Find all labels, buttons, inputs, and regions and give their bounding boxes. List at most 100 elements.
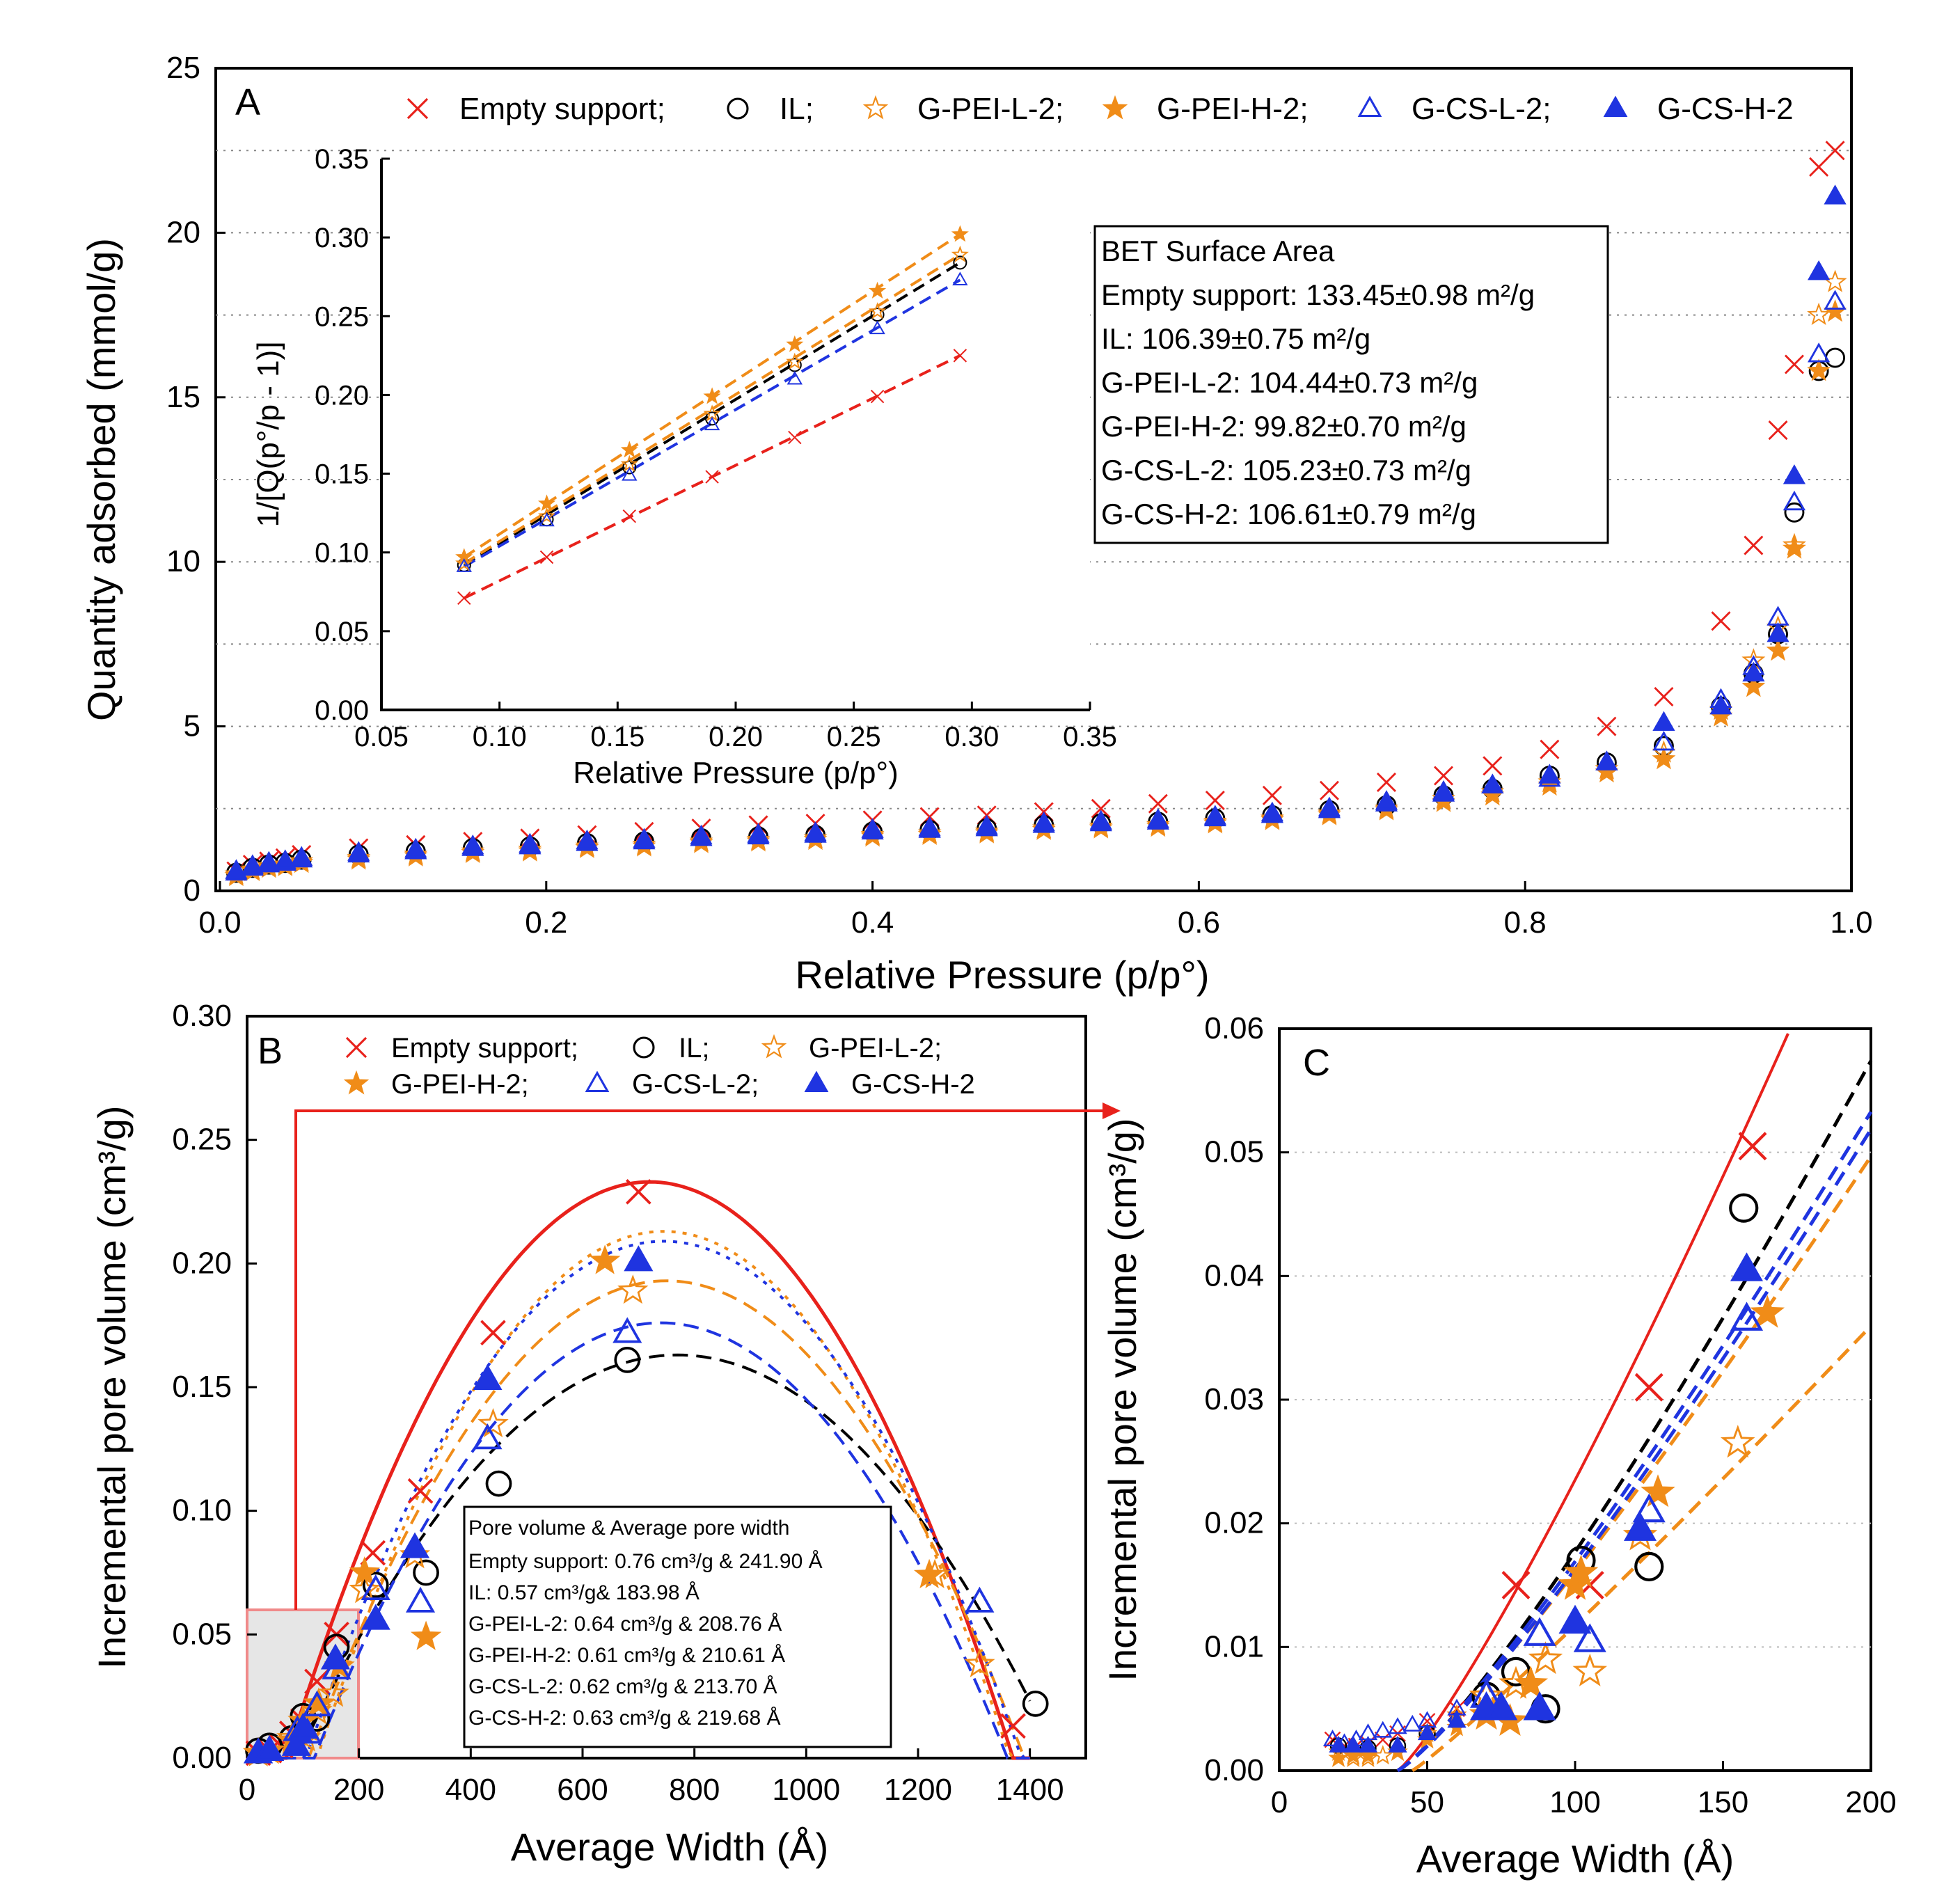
empty-support-marker: [1091, 798, 1111, 819]
y-tick-label: 0.25: [172, 1123, 232, 1157]
legend-label: G-CS-H-2: [1657, 92, 1794, 126]
bet-info-line: G-PEI-H-2: 99.82±0.70 m²/g: [1101, 410, 1467, 443]
panel-b: B 0.00 0.05 0.10 0.15 0.20 0.25 0.30 0 200 400 60…: [90, 999, 1121, 1869]
x-tick-label: 1200: [884, 1773, 952, 1807]
g-cs-h-2-marker: [347, 841, 370, 861]
g-cs-h-2-marker: [918, 816, 941, 837]
g-cs-h-2-marker: [1783, 464, 1806, 484]
y-tick-label: 0.15: [315, 459, 369, 490]
fit-curve: [280, 1180, 1030, 1760]
g-cs-h-2-marker: [861, 818, 884, 838]
g-cs-l-2-marker: [456, 558, 472, 572]
empty-support-marker: [705, 470, 719, 484]
g-pei-l-2-marker: [1720, 1425, 1755, 1458]
il-marker: [1022, 1690, 1049, 1717]
pore-info-box: [463, 1505, 892, 1748]
panel-c-y-ticks: 0.00 0.01 0.02 0.03 0.04 0.05 0.06: [1204, 1011, 1289, 1787]
x-tick-label: 600: [557, 1773, 608, 1807]
legend-label: G-CS-H-2: [851, 1069, 975, 1100]
g-cs-l-2-marker: [787, 370, 803, 385]
g-pei-h-2-marker: [786, 335, 804, 352]
y-tick-label: 0.10: [172, 1494, 232, 1528]
il-marker: [1634, 1551, 1664, 1581]
g-cs-h-2-marker: [624, 1245, 654, 1272]
fit-curve: [280, 1230, 1030, 1760]
g-cs-h-2-marker: [1623, 1512, 1657, 1541]
g-cs-h-2-marker: [1742, 661, 1765, 682]
g-pei-l-2-marker: [537, 507, 556, 524]
g-cs-l-2-marker: [1632, 1493, 1666, 1523]
panel-b-x-axis-title: Average Width (Å): [511, 1825, 828, 1869]
x-tick-label: 0.10: [473, 722, 527, 752]
g-cs-l-2-marker: [1523, 1617, 1556, 1646]
g-pei-l-2-marker: [477, 1408, 509, 1438]
g-cs-h-2-marker: [576, 829, 599, 850]
g-pei-l-2-marker: [318, 1677, 349, 1707]
g-pei-l-2-marker: [869, 302, 887, 319]
bet-info-line: IL: 106.39±0.75 m²/g: [1101, 322, 1370, 355]
inset-background: [381, 159, 1090, 710]
g-cs-h-2-marker: [1375, 790, 1398, 810]
fit-curve: [1396, 1128, 1873, 1773]
y-tick-label: 5: [184, 709, 200, 743]
y-tick-label: 0.02: [1204, 1506, 1264, 1540]
g-cs-h-2-marker: [361, 1604, 390, 1630]
empty-support-marker: [788, 430, 802, 445]
x-tick-label: 150: [1698, 1785, 1748, 1819]
g-pei-l-2-marker: [1572, 1653, 1608, 1686]
g-cs-h-2-marker: [1146, 808, 1169, 828]
x-tick-label: 100: [1549, 1785, 1600, 1819]
g-pei-h-2-marker: [1513, 1666, 1549, 1699]
empty-support-marker: [1376, 772, 1396, 792]
g-cs-h-2-marker: [1824, 184, 1847, 205]
y-tick-label: 0.06: [1204, 1011, 1264, 1045]
legend-label: Empty support;: [459, 92, 665, 126]
empty-support-marker: [1809, 157, 1829, 177]
g-pei-h-2-marker: [1357, 1745, 1379, 1765]
fit-curve: [1396, 1155, 1873, 1773]
empty-support-marker: [1501, 1571, 1531, 1599]
g-cs-l-2-marker: [361, 1574, 390, 1600]
y-tick-label: 0.20: [172, 1246, 232, 1280]
panel-c-x-ticks: 0 50 100 150 200: [1271, 1761, 1897, 1819]
x-tick-label: 0.2: [525, 906, 567, 940]
x-tick-label: 1000: [772, 1773, 840, 1807]
g-pei-h-2-marker: [913, 1558, 945, 1588]
panel-c-frame: [1278, 1027, 1872, 1772]
empty-support-marker: [1000, 1713, 1026, 1739]
g-cs-h-2-marker: [225, 859, 248, 879]
empty-support-marker: [1654, 687, 1674, 707]
g-cs-h-2-marker: [1447, 1711, 1467, 1728]
g-cs-h-2-marker: [400, 1532, 430, 1558]
x-tick-label: 0: [1271, 1785, 1288, 1819]
empty-support-marker: [539, 550, 554, 564]
g-cs-h-2-marker: [320, 1643, 350, 1670]
y-tick-label: 0.30: [315, 223, 369, 253]
empty-support-marker: [457, 591, 471, 606]
g-pei-l-2-marker: [761, 1034, 787, 1059]
g-pei-l-2-marker: [1528, 1641, 1563, 1675]
g-cs-h-2-marker: [1343, 1735, 1363, 1753]
g-cs-h-2-marker: [1329, 1735, 1348, 1753]
g-cs-l-2-marker: [1824, 290, 1847, 310]
g-cs-l-2-marker: [1808, 342, 1831, 363]
pore-info-title: Pore volume & Average pore width: [468, 1517, 789, 1540]
g-pei-h-2-marker: [349, 1556, 380, 1586]
empty-support-marker: [622, 509, 637, 523]
g-cs-h-2-marker: [747, 823, 770, 843]
g-pei-h-2-marker: [1807, 358, 1831, 381]
g-cs-l-2-marker: [473, 1423, 503, 1450]
g-cs-h-2-marker: [1485, 1691, 1518, 1721]
empty-support-marker: [1634, 1373, 1663, 1402]
empty-support-marker: [1205, 790, 1225, 810]
g-pei-h-2-marker: [703, 387, 721, 404]
panel-b-x-ticks: 0 200 400 600 800 1000 1200 1400: [239, 1748, 1064, 1807]
g-cs-h-2-marker: [281, 1730, 311, 1756]
g-cs-h-2-marker: [1481, 773, 1504, 793]
g-pei-h-2-marker: [589, 1244, 621, 1274]
pore-info-line: Empty support: 0.76 cm³/g & 241.90 Å: [468, 1550, 823, 1573]
panel-c-fit-curves: [1396, 1033, 1873, 1773]
y-tick-label: 0.05: [315, 617, 369, 647]
x-tick-label: 1400: [996, 1773, 1064, 1807]
